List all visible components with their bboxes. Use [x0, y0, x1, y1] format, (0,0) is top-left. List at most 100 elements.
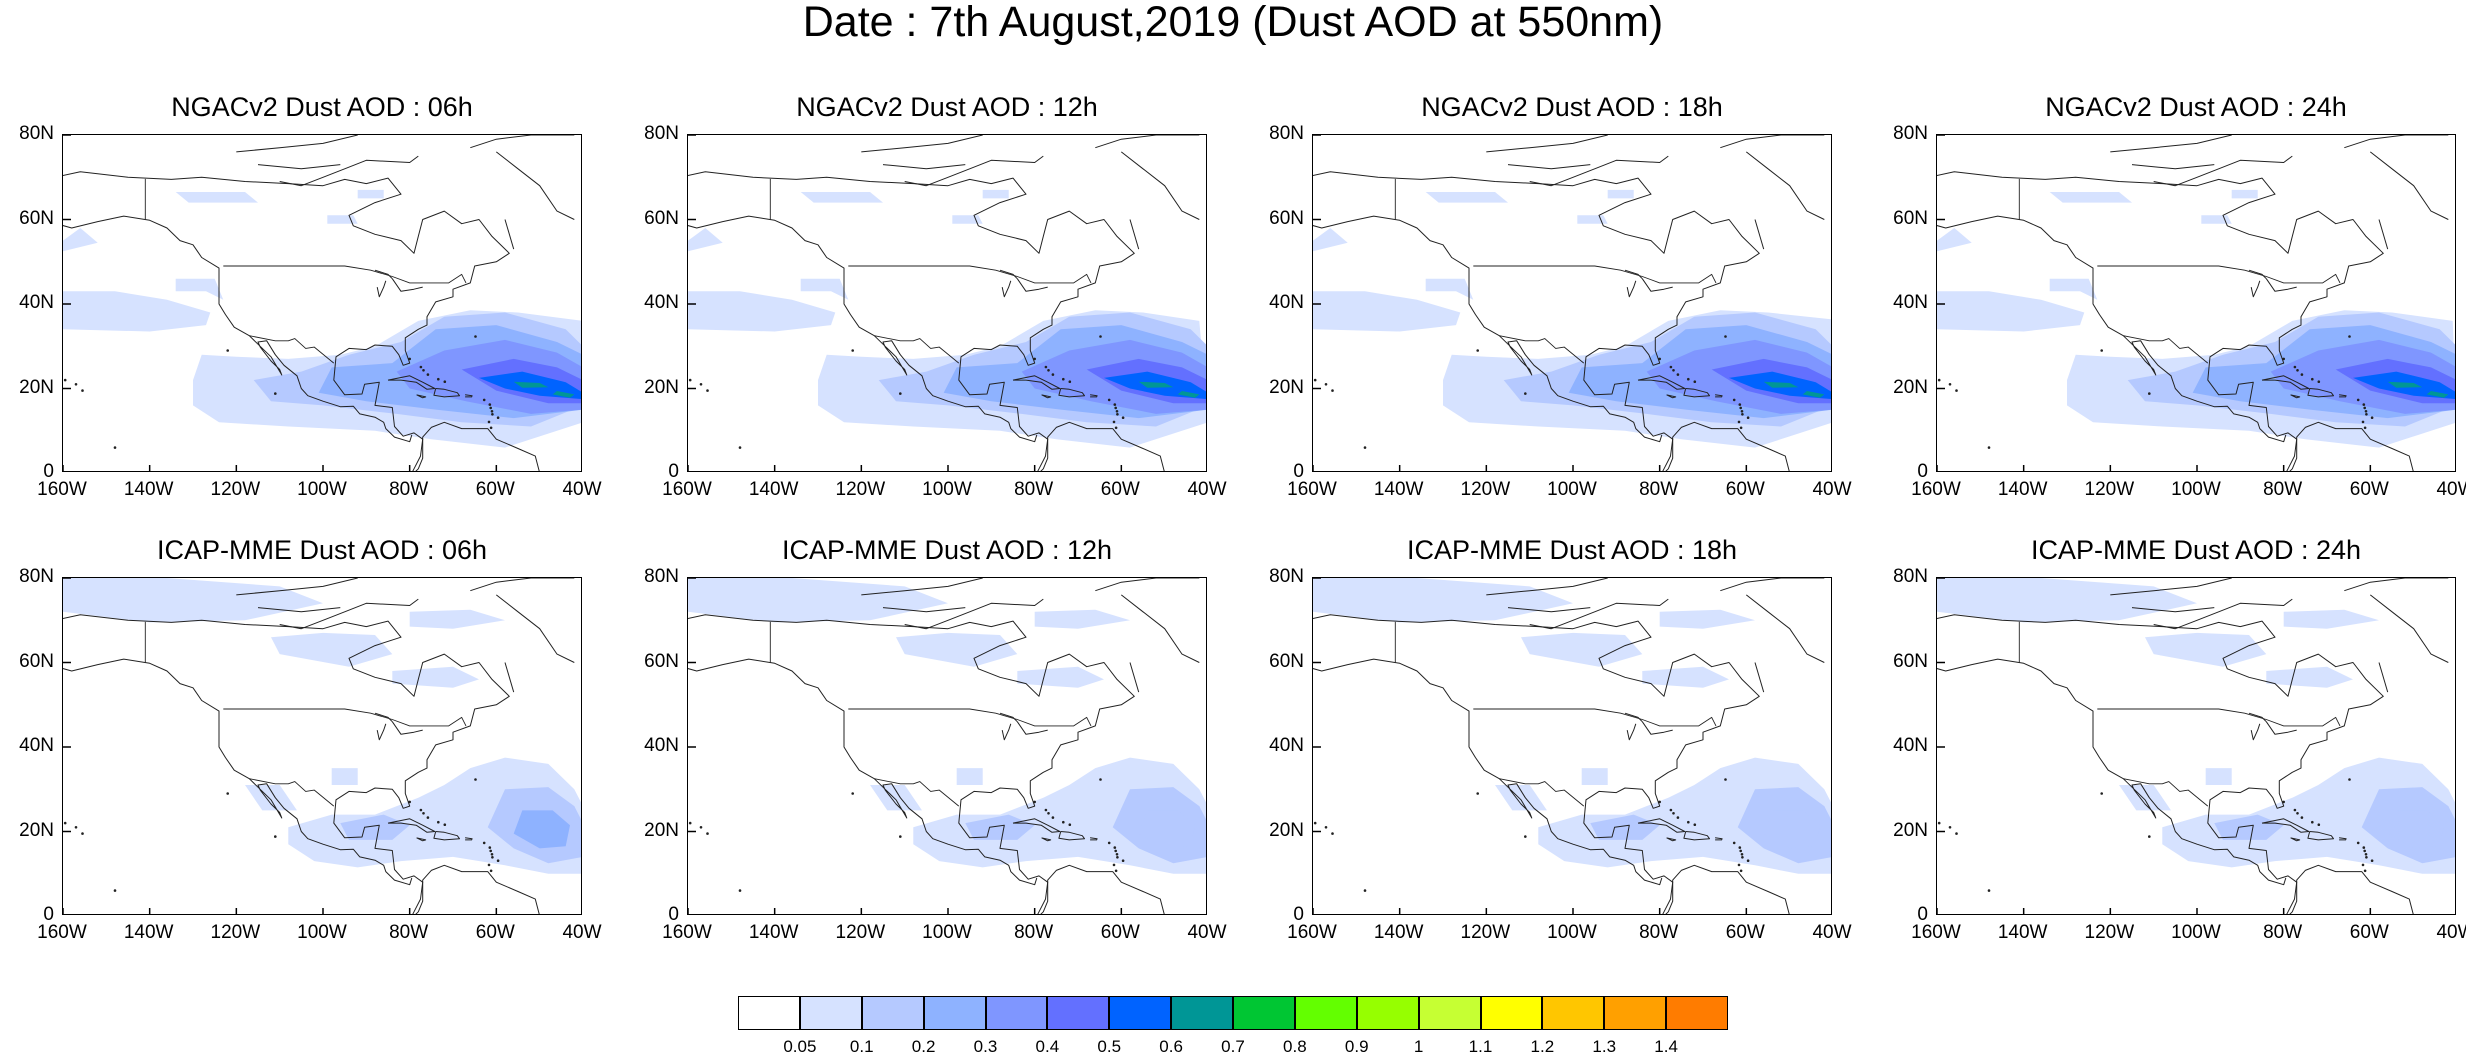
coastline	[1624, 269, 1643, 280]
panel-title: NGACv2 Dust AOD : 12h	[796, 92, 1098, 122]
coastline	[1665, 421, 1790, 471]
colorbar-label: 0.5	[1097, 1037, 1122, 1056]
panel-title: ICAP-MME Dust AOD : 18h	[1406, 535, 1738, 565]
country-border	[874, 778, 960, 807]
country-border	[874, 335, 960, 364]
lon-tick-label: 160W	[1287, 479, 1337, 500]
island-marker	[2317, 380, 2321, 383]
aod-contour-fill	[1034, 609, 1130, 629]
coastline	[1745, 151, 1825, 220]
coastline	[465, 837, 473, 841]
aod-contour-fill	[688, 578, 948, 623]
colorbar-swatch	[1233, 996, 1295, 1030]
island-marker	[699, 383, 703, 386]
country-border	[1499, 335, 1585, 364]
lon-tick-label: 100W	[1547, 922, 1597, 943]
island-marker	[1116, 413, 1119, 416]
figure-title: Date : 7th August,2019 (Dust AOD at 550n…	[802, 0, 1664, 46]
island-marker	[1739, 406, 1742, 410]
island-marker	[490, 853, 494, 856]
colorbar-swatch	[738, 996, 800, 1030]
coastline	[1683, 831, 1710, 841]
country-border	[2123, 778, 2209, 807]
coastline	[374, 712, 393, 723]
lon-tick-label: 140W	[748, 922, 799, 943]
coastline	[2131, 607, 2215, 613]
lon-tick-label: 40W	[1187, 922, 1227, 943]
lon-tick-label: 60W	[1100, 479, 1140, 500]
map-panel: NGACv2 Dust AOD : 24h 80N 60N 40N 20N 0 160W 14…	[1893, 92, 2466, 512]
island-marker	[1107, 841, 1111, 845]
island-marker	[437, 820, 440, 824]
map-plot-area	[1936, 577, 2456, 915]
island-marker	[1672, 369, 1675, 372]
colorbar-swatch	[1480, 996, 1543, 1030]
coastline	[391, 721, 423, 735]
aod-contour-fill	[1538, 757, 1831, 874]
lat-tick-label: 40N	[1893, 292, 1928, 313]
coastline	[999, 269, 1018, 280]
lon-tick-label: 100W	[2171, 922, 2221, 943]
coastline	[1313, 171, 1760, 471]
coastline	[1012, 818, 1061, 833]
coastline	[1058, 388, 1085, 398]
coastline	[1665, 864, 1790, 914]
aod-contour-fill	[870, 785, 922, 811]
lon-tick-label: 40W	[1187, 479, 1227, 500]
coastline	[861, 135, 983, 153]
island-marker	[1114, 426, 1118, 430]
island-marker	[1313, 378, 1317, 382]
island-marker	[1047, 812, 1050, 815]
coastline	[2250, 723, 2261, 741]
lat-tick-label: 60N	[19, 650, 54, 672]
coastline	[2307, 388, 2334, 398]
lat-tick-label: 0	[668, 904, 679, 925]
island-marker	[1112, 863, 1116, 867]
coastline	[1745, 594, 1825, 663]
lat-tick-label: 20N	[1269, 819, 1304, 841]
island-marker	[482, 841, 486, 845]
lon-tick-label: 40W	[2436, 479, 2466, 500]
coastline	[257, 164, 341, 170]
coastline	[688, 614, 1135, 914]
island-marker	[2317, 823, 2321, 826]
map-panel: NGACv2 Dust AOD : 06h 80N 60N 40N 20N 0 160W 14…	[19, 92, 601, 512]
island-marker	[1737, 863, 1741, 867]
coastline	[2261, 375, 2310, 390]
coastline	[2290, 837, 2301, 842]
map-panel: NGACv2 Dust AOD : 18h 80N 60N 40N 20N 0 160W 14…	[1269, 92, 1851, 512]
lat-tick-label: 20N	[19, 376, 54, 398]
coastline	[999, 712, 1018, 723]
lon-tick-label: 120W	[2084, 922, 2135, 943]
aod-contour-fill	[1138, 381, 1174, 388]
lon-tick-label: 60W	[1725, 922, 1765, 943]
island-marker	[474, 335, 477, 338]
lon-tick-label: 40W	[1812, 922, 1852, 943]
aod-contour-fill	[965, 814, 1035, 840]
coastline	[1937, 171, 2384, 471]
colorbar-label: 0.05	[783, 1037, 817, 1056]
island-marker	[1114, 869, 1118, 873]
coastline	[904, 155, 1044, 187]
colorbar-swatch	[1666, 996, 1728, 1030]
aod-contour-fill	[63, 578, 323, 623]
lon-tick-label: 160W	[37, 479, 87, 500]
aod-contour-fill	[1138, 810, 1195, 849]
lon-tick-label: 100W	[2171, 479, 2221, 500]
lon-tick-label: 120W	[210, 922, 261, 943]
island-marker	[1732, 398, 1736, 402]
colorbar-label: 0.3	[973, 1037, 998, 1056]
panel-title: ICAP-MME Dust AOD : 12h	[781, 535, 1113, 565]
island-marker	[1044, 365, 1048, 369]
coastline	[1637, 818, 1686, 833]
lon-tick-label: 80W	[389, 922, 429, 943]
map-plot-area	[687, 134, 1207, 472]
lon-tick-label: 80W	[1014, 922, 1054, 943]
coastline	[433, 831, 460, 841]
colorbar-swatch	[1604, 996, 1667, 1030]
coastline	[2339, 394, 2347, 398]
island-marker	[113, 446, 117, 449]
map-plot-area	[1312, 134, 1832, 472]
island-marker	[1113, 403, 1117, 406]
colorbar-swatch	[1109, 996, 1172, 1030]
